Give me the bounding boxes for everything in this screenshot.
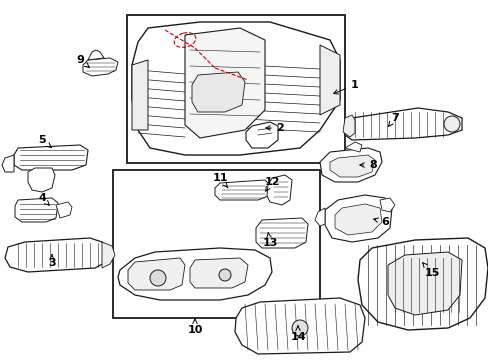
Polygon shape <box>325 195 391 242</box>
Text: 7: 7 <box>388 113 398 126</box>
Polygon shape <box>319 45 339 115</box>
Circle shape <box>443 116 459 132</box>
Circle shape <box>150 270 165 286</box>
Polygon shape <box>215 180 269 200</box>
Text: 2: 2 <box>265 123 284 133</box>
Polygon shape <box>342 115 354 137</box>
Text: 13: 13 <box>262 233 277 248</box>
Text: 6: 6 <box>373 217 388 227</box>
Text: 9: 9 <box>76 55 89 67</box>
Polygon shape <box>357 238 487 330</box>
Text: 11: 11 <box>212 173 227 188</box>
Text: 12: 12 <box>264 177 279 191</box>
Polygon shape <box>192 72 244 112</box>
Polygon shape <box>15 198 58 222</box>
Polygon shape <box>190 258 247 288</box>
Polygon shape <box>2 155 14 172</box>
Text: 10: 10 <box>187 319 202 335</box>
Polygon shape <box>128 258 184 290</box>
Polygon shape <box>345 108 461 140</box>
Text: 4: 4 <box>38 193 49 205</box>
Polygon shape <box>319 148 381 182</box>
Polygon shape <box>334 204 381 235</box>
Bar <box>113 170 319 318</box>
Polygon shape <box>132 60 148 130</box>
Polygon shape <box>88 50 104 60</box>
Polygon shape <box>56 202 72 218</box>
Polygon shape <box>118 248 271 300</box>
Text: 15: 15 <box>422 263 439 278</box>
Text: 3: 3 <box>48 255 56 268</box>
Polygon shape <box>132 22 339 155</box>
Polygon shape <box>245 122 278 148</box>
Text: 8: 8 <box>359 160 376 170</box>
Polygon shape <box>329 155 374 177</box>
Text: 14: 14 <box>289 326 305 342</box>
Polygon shape <box>256 218 307 248</box>
Polygon shape <box>5 238 108 272</box>
Polygon shape <box>28 168 55 192</box>
Polygon shape <box>184 28 264 138</box>
Polygon shape <box>83 58 118 76</box>
Polygon shape <box>14 145 88 170</box>
Polygon shape <box>102 242 115 268</box>
Circle shape <box>219 269 230 281</box>
Polygon shape <box>235 298 364 354</box>
Polygon shape <box>314 208 325 226</box>
Bar <box>127 15 345 163</box>
Text: 5: 5 <box>38 135 51 147</box>
Polygon shape <box>387 252 461 315</box>
Polygon shape <box>266 175 291 205</box>
Circle shape <box>291 320 307 336</box>
Polygon shape <box>345 142 361 152</box>
Text: 1: 1 <box>333 80 358 94</box>
Polygon shape <box>379 198 394 212</box>
